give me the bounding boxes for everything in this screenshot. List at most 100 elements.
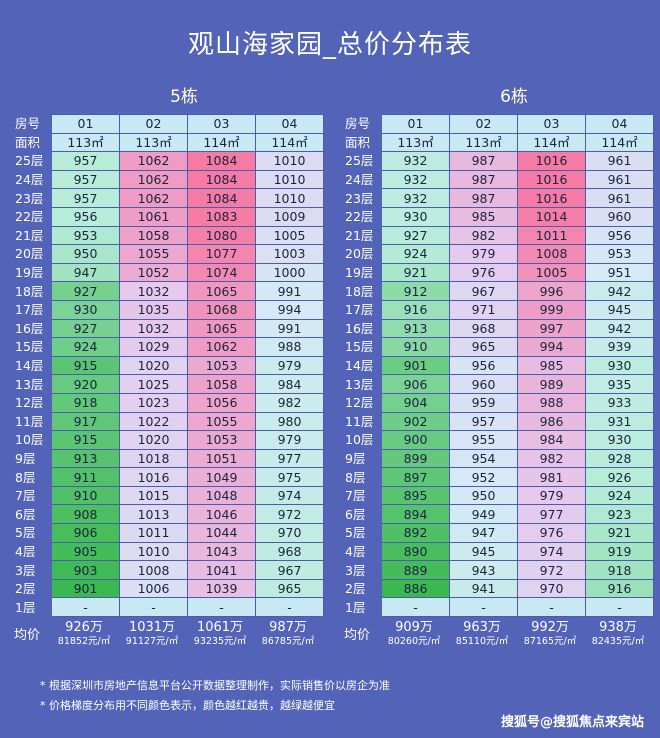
floor-row: 9层 899 954 982 928 xyxy=(340,448,654,469)
price-cell: - xyxy=(517,597,586,618)
average-row: 均价 926万 81852元/㎡ 1031万 91127元/㎡ 1061万 93235元/㎡… xyxy=(10,620,322,648)
floor-row: 1层 - - - - xyxy=(10,597,324,618)
area-cell: 113㎡ xyxy=(119,132,188,153)
average-unit-price: 82435元/㎡ xyxy=(591,636,645,647)
room-number-cell: 04 xyxy=(255,114,324,134)
price-cell: 930 xyxy=(585,430,654,450)
price-cell: 908 xyxy=(51,504,120,525)
floor-row: 14层 915 1020 1053 979 xyxy=(10,355,324,376)
price-cell: 933 xyxy=(585,392,654,413)
price-cell: 926 xyxy=(585,467,654,487)
price-cell: 1005 xyxy=(517,262,586,283)
price-cell: 931 xyxy=(585,411,654,432)
floor-label: 6层 xyxy=(10,504,52,525)
floor-label: 14层 xyxy=(10,355,52,376)
price-cell: 918 xyxy=(585,560,654,580)
floor-row: 21层 927 982 1011 956 xyxy=(340,225,654,246)
floor-label: 22层 xyxy=(340,206,382,227)
price-cell: 924 xyxy=(381,244,450,264)
price-cell: 1006 xyxy=(119,578,188,599)
price-cell: 985 xyxy=(449,206,518,227)
average-label: 均价 xyxy=(14,628,41,643)
price-cell: 987 xyxy=(449,188,518,208)
average-unit-price: 86785元/㎡ xyxy=(261,636,315,647)
floor-label: 14层 xyxy=(340,355,382,376)
area-cell: 114㎡ xyxy=(517,132,586,153)
price-cell: 976 xyxy=(517,523,586,543)
price-cell: 1051 xyxy=(187,448,256,469)
price-cell: 1010 xyxy=(255,169,324,190)
price-cell: 976 xyxy=(449,262,518,283)
floor-label: 9层 xyxy=(10,448,52,469)
floor-label: 15层 xyxy=(10,337,52,357)
average-total-price: 987万 xyxy=(269,620,307,635)
floor-label: 19层 xyxy=(340,262,382,283)
floor-label: 20层 xyxy=(10,244,52,264)
price-cell: 957 xyxy=(51,151,120,171)
average-total-price: 938万 xyxy=(599,620,637,635)
price-cell: 997 xyxy=(517,318,586,339)
floor-row: 16层 913 968 997 942 xyxy=(340,318,654,339)
floor-row: 9层 913 1018 1051 977 xyxy=(10,448,324,469)
area-row: 面积 113㎡ 113㎡ 114㎡ 114㎡ xyxy=(340,132,654,153)
price-cell: 945 xyxy=(585,299,654,320)
average-cell: 963万 85110元/㎡ xyxy=(448,620,516,648)
price-cell: 1053 xyxy=(187,430,256,450)
floor-row: 15层 924 1029 1062 988 xyxy=(10,337,324,357)
price-cell: 890 xyxy=(381,541,450,562)
price-cell: 905 xyxy=(51,541,120,562)
floor-label: 4层 xyxy=(10,541,52,562)
price-cell: 900 xyxy=(381,430,450,450)
price-cell: 994 xyxy=(517,337,586,357)
price-cell: 904 xyxy=(381,392,450,413)
price-cell: 977 xyxy=(255,448,324,469)
price-cell: 889 xyxy=(381,560,450,580)
price-cell: 996 xyxy=(517,281,586,301)
price-cell: 1013 xyxy=(119,504,188,525)
price-cell: 1010 xyxy=(119,541,188,562)
floor-label: 7层 xyxy=(340,485,382,506)
price-cell: 1015 xyxy=(119,485,188,506)
price-cell: 982 xyxy=(517,448,586,469)
area-label: 面积 xyxy=(340,132,382,153)
building-6-average-row: 均价 909万 80260元/㎡ 963万 85110元/㎡ 992万 87165元/㎡ 93… xyxy=(340,620,652,648)
price-cell: 913 xyxy=(51,448,120,469)
floor-label: 11层 xyxy=(340,411,382,432)
floor-label: 3层 xyxy=(340,560,382,580)
price-cell: 1061 xyxy=(119,206,188,227)
price-cell: 924 xyxy=(51,337,120,357)
average-unit-price: 81852元/㎡ xyxy=(57,636,111,647)
floor-row: 8层 911 1016 1049 975 xyxy=(10,467,324,487)
price-cell: 1048 xyxy=(187,485,256,506)
price-cell: 984 xyxy=(255,374,324,394)
price-cell: 1022 xyxy=(119,411,188,432)
price-cell: 945 xyxy=(449,541,518,562)
price-cell: 895 xyxy=(381,485,450,506)
price-cell: 886 xyxy=(381,578,450,599)
price-cell: 980 xyxy=(255,411,324,432)
floor-label: 10层 xyxy=(10,430,52,450)
price-cell: 916 xyxy=(381,299,450,320)
floor-row: 17层 916 971 999 945 xyxy=(340,299,654,320)
floor-row: 14层 901 956 985 930 xyxy=(340,355,654,376)
price-cell: 988 xyxy=(517,392,586,413)
floor-row: 4层 905 1010 1043 968 xyxy=(10,541,324,562)
price-cell: 1046 xyxy=(187,504,256,525)
area-cell: 113㎡ xyxy=(381,132,450,153)
price-cell: 949 xyxy=(449,504,518,525)
building-5-price-table: 房号 01 02 03 04 面积 113㎡ 113㎡ 114㎡ 114㎡ 25层 957 1062 10… xyxy=(10,114,324,618)
price-cell: 1077 xyxy=(187,244,256,264)
price-cell: 939 xyxy=(585,337,654,357)
price-cell: 972 xyxy=(517,560,586,580)
footnote-source: * 根据深圳市房地产信息平台公开数据整理制作，实际销售价以房企为准 xyxy=(40,679,390,692)
price-cell: 1062 xyxy=(187,337,256,357)
price-cell: 1074 xyxy=(187,262,256,283)
price-cell: 987 xyxy=(449,151,518,171)
price-cell: 979 xyxy=(255,430,324,450)
floor-row: 13层 906 960 989 935 xyxy=(340,374,654,394)
floor-row: 24层 932 987 1016 961 xyxy=(340,169,654,190)
price-cell: 994 xyxy=(255,299,324,320)
price-cell: 932 xyxy=(381,151,450,171)
floor-row: 13层 920 1025 1058 984 xyxy=(10,374,324,394)
price-cell: 979 xyxy=(449,244,518,264)
